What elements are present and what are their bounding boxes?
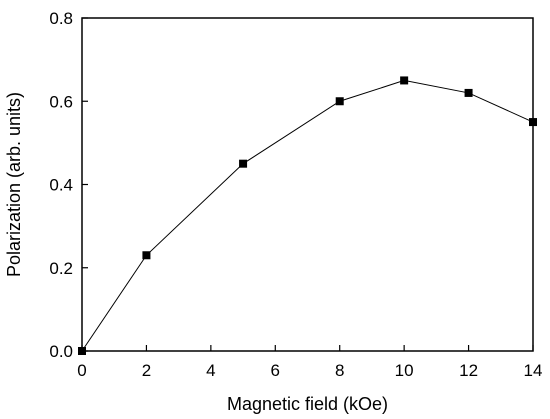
plot-frame (81, 17, 534, 352)
data-point (400, 76, 409, 85)
y-tick-label: 0.8 (49, 9, 73, 28)
data-point (464, 88, 473, 97)
x-tick-label: 8 (335, 361, 344, 380)
y-tick-label: 0.4 (49, 176, 73, 195)
x-tick-label: 4 (206, 361, 215, 380)
series-layer (78, 76, 537, 355)
x-tick-label: 14 (524, 361, 543, 380)
series-line (81, 79, 534, 352)
x-tick-label: 0 (77, 361, 86, 380)
y-axis-label: Polarization (arb. units) (4, 92, 24, 277)
x-tick-label: 12 (459, 361, 478, 380)
y-tick-label: 0.2 (49, 259, 73, 278)
y-tick-label: 0.0 (49, 342, 73, 361)
x-axis-ticks: 0 2 4 6 8 10 12 14 (77, 345, 542, 380)
x-tick-label: 2 (142, 361, 151, 380)
data-point (78, 347, 86, 355)
x-tick-label: 10 (395, 361, 414, 380)
data-point (529, 118, 537, 127)
y-tick-label: 0.6 (49, 92, 73, 111)
data-point (239, 159, 248, 168)
y-axis-ticks: 0.0 0.2 0.4 0.6 0.8 (49, 9, 88, 361)
data-point (335, 97, 344, 106)
x-tick-label: 6 (271, 361, 280, 380)
data-point (142, 251, 151, 260)
x-axis-label: Magnetic field (kOe) (227, 394, 388, 414)
